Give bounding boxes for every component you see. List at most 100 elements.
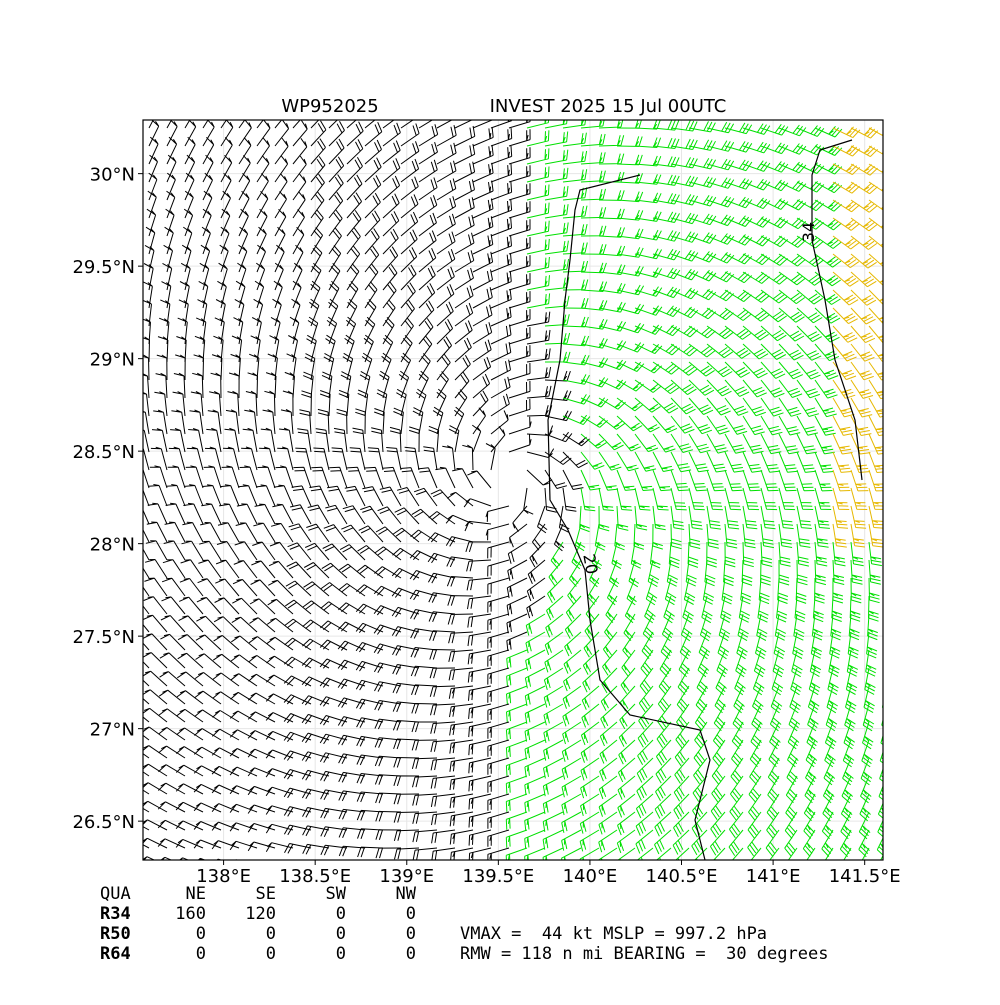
wind-barb	[760, 289, 788, 304]
wind-barb	[634, 211, 662, 222]
wind-barb	[850, 343, 875, 362]
wind-barb	[706, 433, 729, 454]
wind-barb	[267, 353, 278, 381]
wind-barb	[202, 484, 222, 507]
wind-barb	[616, 469, 636, 491]
wind-barb	[712, 739, 726, 767]
wind-barb	[505, 757, 528, 777]
wind-barb	[750, 847, 762, 860]
wind-barb	[688, 433, 711, 454]
wind-barb	[338, 771, 366, 783]
wind-barb	[143, 716, 150, 723]
wind-barb	[418, 159, 438, 183]
wind-barb	[656, 847, 672, 860]
wind-barb	[355, 679, 384, 691]
wind-barb	[696, 667, 709, 696]
wind-barb	[361, 352, 373, 381]
wind-barb	[760, 451, 781, 473]
wind-barb	[311, 466, 330, 489]
wind-barb	[148, 120, 154, 129]
wind-barb	[394, 847, 420, 860]
wind-barb	[328, 245, 342, 273]
wind-barb	[832, 469, 851, 492]
wind-barb	[178, 299, 189, 327]
wind-barb	[688, 505, 703, 530]
wind-barb	[796, 415, 819, 436]
wind-barb	[231, 335, 243, 363]
wind-barb	[634, 487, 651, 511]
wind-barb	[409, 550, 438, 561]
wind-barb	[508, 183, 531, 201]
wind-barb	[580, 337, 608, 349]
wind-barb	[508, 201, 531, 219]
wind-barb	[253, 522, 276, 543]
wind-barb	[508, 219, 531, 237]
wind-barb	[487, 811, 510, 829]
wind-barb	[355, 642, 384, 653]
wind-barb	[183, 502, 204, 525]
wind-barb	[616, 136, 643, 147]
wind-barb	[339, 563, 366, 579]
wind-barb	[319, 733, 348, 745]
wind-barb	[310, 156, 326, 183]
wind-barb	[544, 469, 568, 489]
wind-barb	[249, 598, 276, 615]
wind-barb	[319, 677, 348, 688]
wind-barb	[580, 152, 606, 165]
wind-barb	[393, 811, 420, 823]
wind-barb	[302, 619, 330, 633]
wind-barb	[505, 721, 528, 741]
wind-barb	[766, 811, 780, 839]
wind-barb	[195, 653, 222, 669]
wind-barb	[724, 234, 753, 246]
wind-barb	[654, 829, 672, 855]
wind-barb	[850, 307, 876, 325]
wind-barb	[850, 127, 879, 139]
wind-barb	[778, 271, 806, 286]
wind-barb	[706, 325, 734, 340]
wind-barb	[454, 320, 473, 345]
wind-barb	[796, 235, 824, 249]
wind-barb	[777, 577, 789, 604]
wind-barb	[292, 120, 308, 147]
wind-barb	[346, 174, 363, 201]
wind-barb	[418, 212, 437, 237]
wind-barb	[165, 502, 186, 525]
wind-barb	[505, 811, 528, 830]
wind-barb	[655, 775, 672, 802]
wind-barb	[508, 416, 532, 435]
wind-barb	[247, 711, 276, 723]
wind-barb	[472, 144, 494, 165]
wind-barb	[525, 613, 546, 636]
wind-barb	[688, 176, 717, 188]
wind-barb	[189, 409, 204, 435]
wind-barb	[447, 613, 474, 625]
wind-barb	[192, 372, 204, 399]
wind-barb	[688, 232, 717, 244]
wind-barb	[472, 120, 494, 129]
wind-barb	[688, 451, 709, 473]
wind-barb	[490, 376, 511, 399]
wind-barb	[338, 827, 366, 838]
wind-barb	[235, 280, 246, 309]
wind-barb	[526, 385, 552, 399]
wind-barb	[633, 523, 645, 550]
wind-barb	[553, 523, 565, 552]
wind-barb	[292, 173, 307, 201]
wind-barb	[543, 685, 564, 708]
wind-barb	[309, 298, 320, 327]
wind-barb	[259, 446, 276, 471]
wind-barb	[256, 173, 269, 201]
wind-barb	[752, 685, 764, 714]
wind-barb	[868, 523, 883, 548]
wind-barb	[616, 505, 629, 531]
wind-barb	[231, 616, 258, 633]
wind-barb	[617, 757, 636, 783]
wind-barb	[621, 649, 636, 677]
wind-barb	[175, 783, 204, 795]
wind-barb	[706, 121, 735, 134]
wind-barb	[346, 120, 357, 129]
wind-barb	[598, 301, 626, 313]
